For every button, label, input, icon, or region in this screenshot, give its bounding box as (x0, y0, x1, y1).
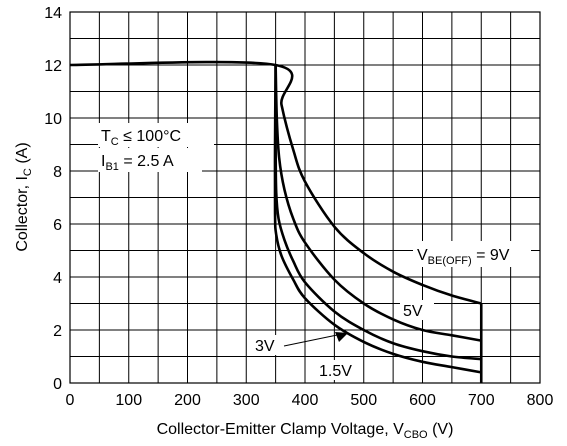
x-tick-label: 600 (409, 392, 436, 409)
ib-annotation: IB1 = 2.5 A (101, 153, 174, 173)
y-tick-label: 2 (53, 323, 62, 340)
y-tick-label: 12 (44, 58, 62, 75)
tc-annotation: TC ≤ 100°C (101, 128, 181, 148)
y-tick-label: 4 (53, 270, 62, 287)
y-tick-label: 8 (53, 164, 62, 181)
tick-labels: 0 100 200 300 400 500 600 700 800 0 2 4 6 8 10 12 14 (44, 5, 553, 409)
x-tick-label: 700 (468, 392, 495, 409)
label-9v: VBE(OFF) = 9V (417, 247, 510, 267)
y-tick-label: 6 (53, 217, 62, 234)
plot-frame (69, 11, 541, 384)
y-tick-label: 0 (53, 376, 62, 393)
series-line-3V (274, 64, 482, 361)
curves-group (69, 60, 482, 374)
x-tick-label: 0 (66, 392, 75, 409)
ib-annotation-bg (98, 148, 202, 172)
label-3v-leader (283, 333, 343, 347)
series-line-5V (274, 64, 482, 342)
label-3v-bg (252, 335, 284, 355)
label-5v-bg (400, 300, 434, 320)
label-15v-bg (316, 360, 360, 380)
label-3v: 3V (255, 338, 275, 355)
x-tick-label: 300 (233, 392, 260, 409)
label-3v-arrowhead (335, 332, 348, 342)
y-axis-title: Collector, IC (A) (14, 142, 34, 251)
label-15v: 1.5V (319, 363, 352, 380)
label-5v: 5V (403, 303, 423, 320)
series-line-9V (69, 60, 482, 305)
series-line-1_5V (273, 64, 482, 374)
x-tick-label: 800 (527, 392, 554, 409)
x-tick-label: 500 (350, 392, 377, 409)
x-axis-title: Collector-Emitter Clamp Voltage, VCBO (V… (157, 421, 454, 441)
y-tick-label: 14 (44, 5, 62, 22)
x-tick-label: 400 (292, 392, 319, 409)
tc-annotation-bg (98, 123, 214, 147)
y-tick-label: 10 (44, 111, 62, 128)
x-tick-label: 100 (115, 392, 142, 409)
x-tick-label: 200 (174, 392, 201, 409)
label-9v-bg (413, 241, 531, 267)
grid-lines (70, 12, 540, 383)
